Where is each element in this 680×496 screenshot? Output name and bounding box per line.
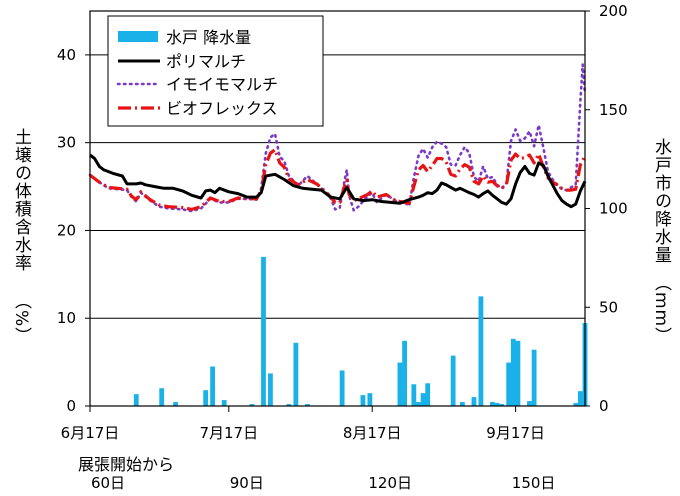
precipitation-bar-9: [286, 404, 292, 406]
precipitation-bar-6: [249, 404, 255, 406]
left-paren-close: ）: [11, 327, 31, 346]
right-tick-label-150: 150: [599, 101, 628, 119]
legend-label-2: イモイモマルチ: [166, 75, 278, 94]
right-axis-unit-text: mm: [651, 292, 671, 328]
precipitation-bar-16: [402, 340, 407, 406]
x-tick-label-30: 7月17日: [199, 424, 258, 442]
precipitation-bar-15: [397, 362, 403, 406]
precipitation-bar-7: [261, 256, 266, 406]
precipitation-bars: [133, 256, 588, 406]
precipitation-bar-13: [360, 395, 366, 406]
precipitation-bar-10: [293, 342, 299, 406]
precipitation-bar-31: [527, 401, 532, 406]
x-tick-label-92: 9月17日: [486, 424, 545, 442]
precipitation-bar-20: [425, 383, 431, 406]
precipitation-bar-21: [450, 355, 456, 406]
precipitation-bar-30: [515, 340, 521, 406]
precipitation-bar-1: [159, 388, 165, 406]
left-axis-unit: （%）: [9, 292, 31, 345]
legend-label-0: 水戸 降水量: [166, 28, 251, 47]
left-tick-label-0: 0: [66, 397, 76, 415]
precipitation-bar-22: [460, 402, 465, 406]
x-tick-label-61: 8月17日: [343, 424, 402, 442]
precipitation-bar-18: [416, 402, 421, 406]
left-axis-unit-text: %: [11, 310, 31, 328]
precipitation-bar-8: [268, 373, 273, 406]
right-tick-label-50: 50: [599, 298, 618, 316]
x-secondary-label: 展張開始から: [78, 455, 175, 474]
precipitation-bar-0: [133, 394, 139, 406]
right-tick-label-0: 0: [599, 397, 609, 415]
precipitation-bar-26: [494, 403, 500, 406]
left-paren-open: （: [11, 292, 31, 310]
x-secondary-tick-61: 120日: [368, 474, 412, 492]
precipitation-bar-34: [577, 391, 583, 406]
precipitation-bar-4: [210, 366, 215, 406]
legend-swatch-0: [118, 31, 158, 42]
series-line-1: [89, 153, 587, 209]
precipitation-bar-25: [490, 402, 495, 406]
x-tick-label-0: 6月17日: [61, 424, 120, 442]
precipitation-bar-33: [573, 403, 579, 406]
precipitation-bar-29: [510, 338, 516, 406]
precipitation-bar-27: [499, 404, 505, 406]
right-tick-label-200: 200: [599, 2, 628, 20]
left-tick-label-30: 30: [57, 134, 76, 152]
left-axis-ticks: 0 10 20 30 40: [57, 46, 90, 415]
precipitation-bar-28: [506, 362, 512, 406]
precipitation-bar-11: [305, 404, 310, 406]
x-secondary-tick-0: 60日: [91, 474, 125, 492]
precipitation-bar-17: [411, 384, 417, 406]
left-tick-label-20: 20: [57, 221, 76, 239]
precipitation-bar-12: [339, 370, 345, 406]
precipitation-bar-24: [478, 296, 484, 406]
left-axis-label: 土壌の体積含水率: [11, 128, 31, 272]
right-axis-ticks: 0 50 100 150 200: [585, 2, 628, 415]
precipitation-bar-5: [221, 400, 227, 406]
precipitation-bar-32: [531, 349, 537, 406]
legend-label-1: ポリマルチ: [166, 52, 246, 71]
precipitation-bar-14: [367, 393, 373, 406]
precipitation-bar-2: [173, 402, 178, 406]
series-line-3: [89, 148, 587, 211]
x-axis-ticks: 6月17日 7月17日 8月17日 9月17日 60日 90日 120日 150日: [61, 406, 556, 492]
x-secondary-tick-30: 90日: [230, 474, 264, 492]
precipitation-bar-19: [420, 393, 426, 406]
right-axis-label: 水戸市の降水量: [651, 138, 671, 264]
right-axis-unit: （mm）: [649, 274, 671, 345]
right-tick-label-100: 100: [599, 200, 628, 218]
moisture-lines: [88, 63, 587, 213]
precipitation-bar-3: [203, 390, 209, 406]
left-tick-label-10: 10: [57, 309, 76, 327]
right-paren-close: ）: [651, 327, 671, 346]
right-paren-open: （: [651, 274, 671, 292]
legend-label-3: ビオフレックス: [166, 99, 278, 118]
left-tick-label-40: 40: [57, 46, 76, 64]
x-secondary-tick-92: 150日: [512, 474, 556, 492]
precipitation-bar-23: [471, 397, 477, 406]
